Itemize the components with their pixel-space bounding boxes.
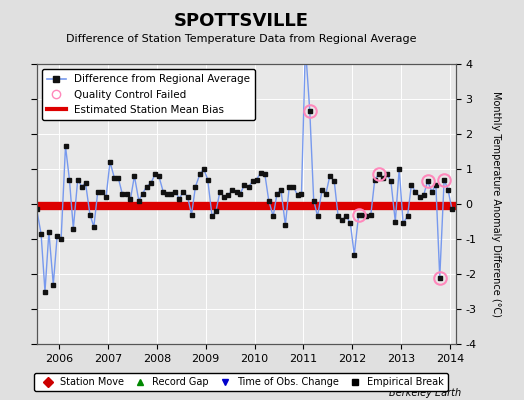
Y-axis label: Monthly Temperature Anomaly Difference (°C): Monthly Temperature Anomaly Difference (…: [490, 91, 500, 317]
Legend: Station Move, Record Gap, Time of Obs. Change, Empirical Break: Station Move, Record Gap, Time of Obs. C…: [34, 373, 448, 391]
Legend: Difference from Regional Average, Quality Control Failed, Estimated Station Mean: Difference from Regional Average, Qualit…: [42, 69, 255, 120]
Text: Berkeley Earth: Berkeley Earth: [389, 388, 461, 398]
Text: SPOTTSVILLE: SPOTTSVILLE: [173, 12, 309, 30]
Text: Difference of Station Temperature Data from Regional Average: Difference of Station Temperature Data f…: [66, 34, 416, 44]
